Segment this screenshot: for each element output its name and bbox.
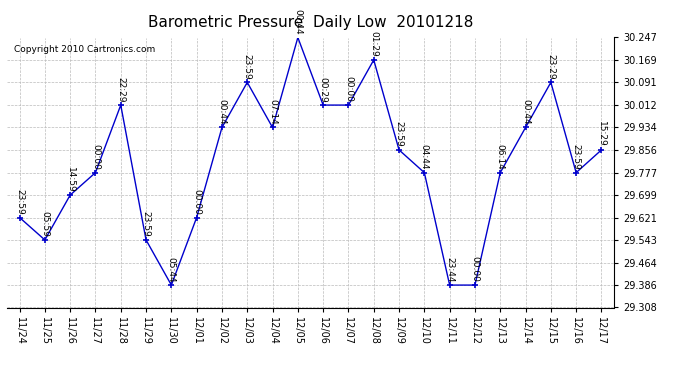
- Text: 14:59: 14:59: [66, 166, 75, 192]
- Text: 00:44: 00:44: [293, 9, 302, 35]
- Text: 15:29: 15:29: [597, 122, 606, 147]
- Text: 00:00: 00:00: [192, 189, 201, 215]
- Text: 07:14: 07:14: [268, 99, 277, 125]
- Text: 22:29: 22:29: [116, 77, 126, 102]
- Text: 23:59: 23:59: [15, 189, 24, 215]
- Text: 01:29: 01:29: [369, 32, 378, 57]
- Text: 00:00: 00:00: [471, 256, 480, 282]
- Text: 23:59: 23:59: [571, 144, 581, 170]
- Text: Copyright 2010 Cartronics.com: Copyright 2010 Cartronics.com: [14, 45, 155, 54]
- Text: 23:44: 23:44: [445, 257, 454, 282]
- Text: 00:44: 00:44: [217, 99, 226, 125]
- Text: 06:14: 06:14: [495, 144, 505, 170]
- Text: 05:59: 05:59: [40, 211, 50, 237]
- Text: Barometric Pressure  Daily Low  20101218: Barometric Pressure Daily Low 20101218: [148, 15, 473, 30]
- Text: 00:44: 00:44: [521, 99, 530, 125]
- Text: 05:44: 05:44: [167, 256, 176, 282]
- Text: 23:59: 23:59: [243, 54, 252, 80]
- Text: 00:00: 00:00: [344, 76, 353, 102]
- Text: 04:44: 04:44: [420, 144, 429, 170]
- Text: 00:29: 00:29: [319, 76, 328, 102]
- Text: 00:00: 00:00: [91, 144, 100, 170]
- Text: 23:59: 23:59: [141, 211, 150, 237]
- Text: 23:29: 23:29: [546, 54, 555, 80]
- Text: 23:59: 23:59: [395, 122, 404, 147]
